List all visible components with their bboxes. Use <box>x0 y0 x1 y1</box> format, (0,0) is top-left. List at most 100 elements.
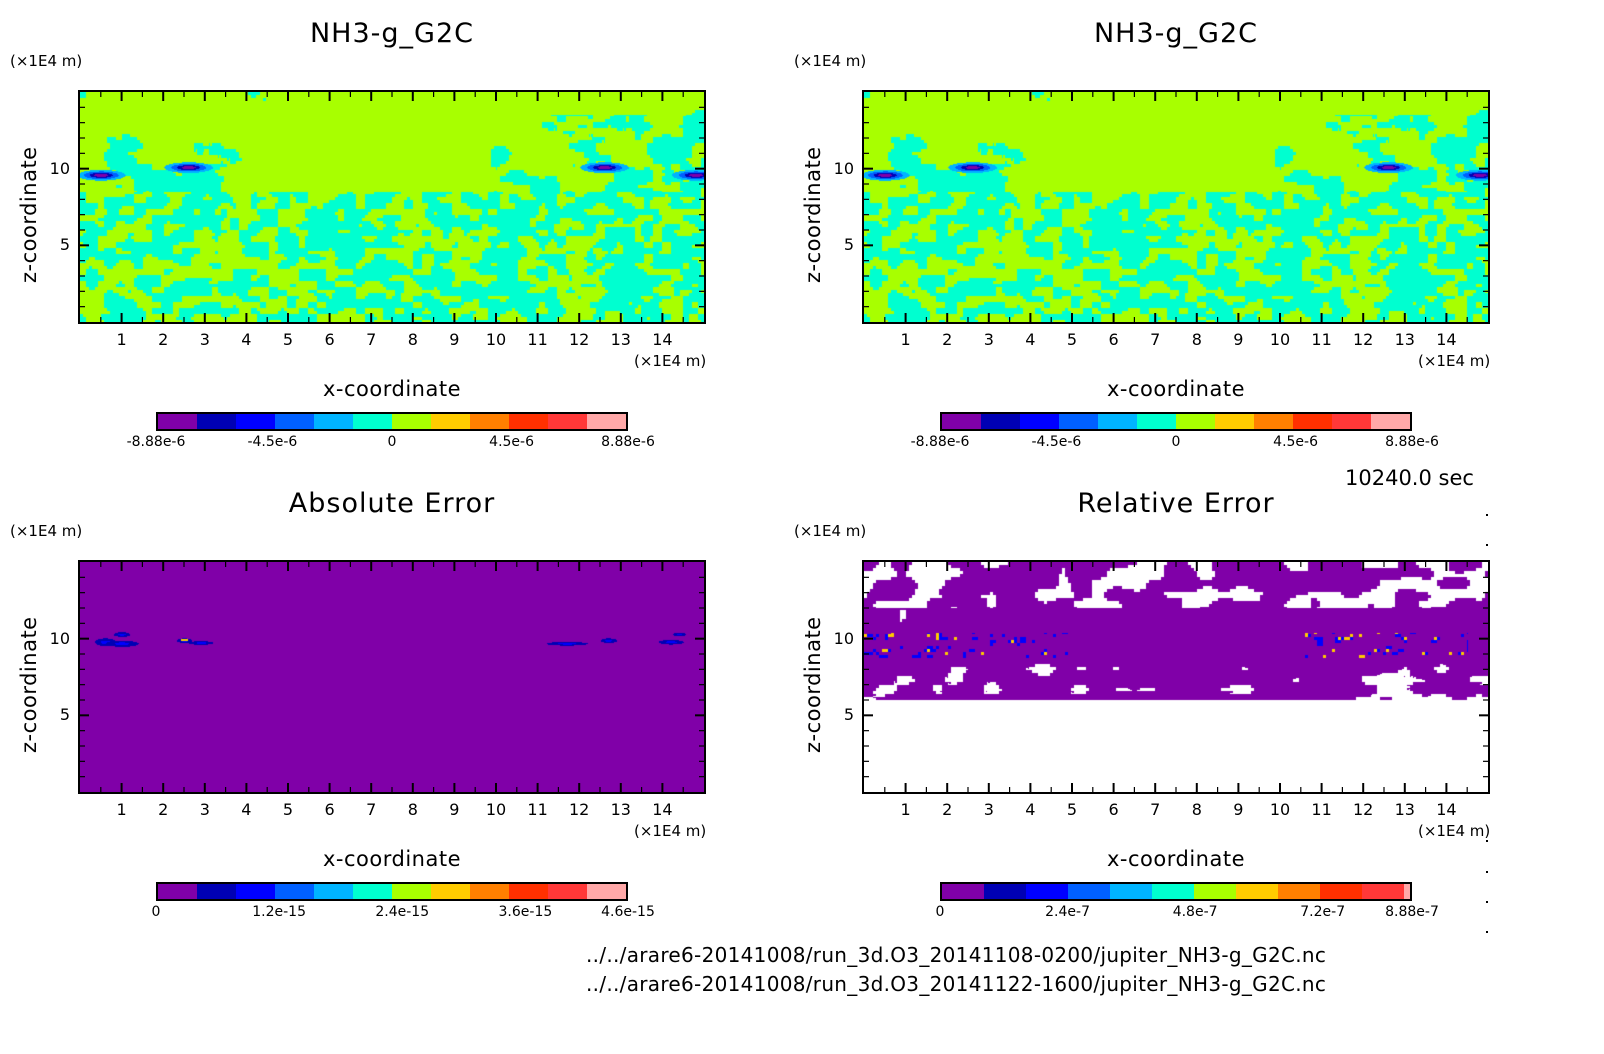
colorbar-tick-label: 8.88e-6 <box>601 434 655 450</box>
y-tick-label: 10 <box>833 158 854 178</box>
x-tick-label: 11 <box>527 330 548 349</box>
x-tick-label: 6 <box>324 800 335 819</box>
x-tick-label: 3 <box>199 800 210 819</box>
x-tick-label: 4 <box>241 800 252 819</box>
panel-top-left: NH3-g_G2C (×1E4 m) z-coordinate 1 2 3 4 5 6 7 8 9 10… <box>0 0 784 470</box>
x-tick-label: 3 <box>199 330 210 349</box>
colorbar-tick-label: 2.4e-7 <box>1045 904 1090 920</box>
panel-title: NH3-g_G2C <box>309 18 474 49</box>
y-unit-label: (×1E4 m) <box>10 52 83 70</box>
x-tick-label: 6 <box>324 330 335 349</box>
colorbar-swatch <box>983 884 1026 899</box>
y-tick-label: 5 <box>843 235 854 255</box>
colorbar-swatch <box>1193 884 1236 899</box>
y-tick-label: 10 <box>49 628 70 648</box>
colorbar-swatch <box>1025 884 1068 899</box>
colorbar-swatch <box>1151 884 1194 899</box>
x-tick-label: 7 <box>1150 800 1161 819</box>
x-tick-label: 4 <box>1025 330 1036 349</box>
colorbar-swatch <box>158 884 197 899</box>
colorbar-swatch <box>196 414 236 429</box>
panel-title: Absolute Error <box>288 488 496 519</box>
y-tick-label: 5 <box>59 705 70 725</box>
colorbar-swatch <box>1253 414 1293 429</box>
colorbar-swatch <box>1277 884 1320 899</box>
heatmap-field <box>80 562 704 792</box>
x-tick-label: 8 <box>407 330 418 349</box>
axis-ticks <box>864 92 1488 322</box>
colorbar-tick-label: 1.2e-15 <box>252 904 306 920</box>
x-tick-label: 11 <box>527 800 548 819</box>
x-tick-label: 9 <box>1233 330 1244 349</box>
x-tick-label: 6 <box>1108 330 1119 349</box>
y-unit-label: (×1E4 m) <box>794 522 867 540</box>
plot-area <box>862 90 1490 324</box>
colorbar-swatch <box>942 884 984 899</box>
colorbar-swatch <box>1019 414 1059 429</box>
colorbar-swatch <box>1361 884 1404 899</box>
x-tick-label: 3 <box>983 800 994 819</box>
colorbar-tick-label: 4.5e-6 <box>1273 434 1319 450</box>
colorbar-swatch <box>547 414 587 429</box>
x-tick-label: 2 <box>158 330 169 349</box>
x-tick-label: 9 <box>449 330 460 349</box>
colorbar-tick-label: -8.88e-6 <box>910 434 970 450</box>
x-tick-label: 4 <box>241 330 252 349</box>
colorbar-swatch <box>508 414 548 429</box>
colorbar-swatch <box>1109 884 1152 899</box>
colorbar-swatch <box>980 414 1020 429</box>
x-tick-label: 3 <box>983 330 994 349</box>
colorbar-tick-label: 4.8e-7 <box>1172 904 1218 920</box>
x-tick-label: 7 <box>1150 330 1161 349</box>
colorbar-swatch <box>508 884 548 899</box>
colorbar-swatch <box>1319 884 1362 899</box>
colorbar-swatch <box>391 884 431 899</box>
colorbar-tick-label: 2.4e-15 <box>375 904 430 920</box>
y-tick-label: 5 <box>59 235 70 255</box>
colorbar-tick-label: 4.5e-6 <box>489 434 535 450</box>
colorbar-swatch <box>469 414 509 429</box>
colorbar-swatch <box>430 884 470 899</box>
colorbar-swatch <box>274 414 314 429</box>
x-tick-label: 11 <box>1311 330 1332 349</box>
panel-bottom-right: Relative Error (×1E4 m) z-coordinate 1 2 3 4 5 6… <box>784 470 1568 940</box>
x-tick-label: 5 <box>282 330 294 349</box>
marker-dot <box>1486 901 1488 903</box>
x-tick-label: 8 <box>407 800 418 819</box>
colorbar-swatch <box>352 414 392 429</box>
colorbar-swatch <box>586 414 626 429</box>
colorbar-swatch <box>158 414 197 429</box>
x-tick-label: 5 <box>1066 800 1078 819</box>
colorbar-swatch <box>274 884 314 899</box>
colorbar-swatch <box>469 884 509 899</box>
y-tick-label: 10 <box>833 628 854 648</box>
colorbar-tick-label: 0 <box>151 904 161 920</box>
colorbar-swatch <box>313 884 353 899</box>
x-tick-label: 1 <box>900 330 911 349</box>
axis-ticks <box>864 562 1488 792</box>
colorbar-swatch <box>352 884 392 899</box>
x-tick-label: 13 <box>1394 800 1415 819</box>
x-tick-label: 13 <box>1394 330 1415 349</box>
x-tick-label: 9 <box>449 800 460 819</box>
x-tick-label: 8 <box>1191 800 1202 819</box>
colorbar-swatch <box>1235 884 1278 899</box>
x-axis-label: x-coordinate <box>322 377 461 401</box>
colorbar-swatch <box>1067 884 1110 899</box>
marker-dot <box>1486 931 1488 933</box>
x-tick-label: 7 <box>366 800 377 819</box>
x-tick-label: 2 <box>942 330 953 349</box>
heatmap-field <box>864 562 1488 792</box>
x-tick-label: 12 <box>1353 800 1374 819</box>
x-tick-label: 12 <box>1353 330 1374 349</box>
colorbar-swatch <box>1292 414 1332 429</box>
x-tick-label: 14 <box>652 800 673 819</box>
x-tick-label: 14 <box>1436 800 1457 819</box>
y-unit-label: (×1E4 m) <box>794 52 867 70</box>
colorbar-swatch <box>313 414 353 429</box>
marker-dot <box>1486 840 1488 842</box>
axis-ticks <box>80 562 704 792</box>
colorbar-swatch <box>391 414 431 429</box>
colorbar-swatch <box>196 884 236 899</box>
heatmap-field <box>864 92 1488 322</box>
